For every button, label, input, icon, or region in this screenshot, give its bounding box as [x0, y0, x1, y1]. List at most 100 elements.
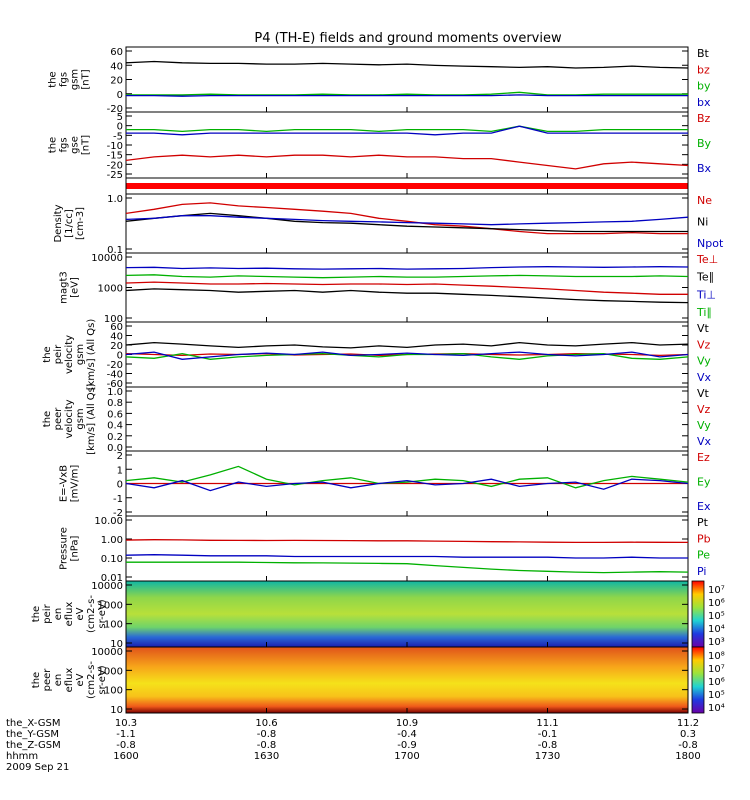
series-Bx [126, 125, 688, 136]
legend-Ni: Ni [697, 216, 708, 229]
colorbar-tick: 10⁴ [708, 624, 725, 635]
panel-9: 10000 1000 100 10thepeirenefluxeV(cm2-s-sr-… [31, 580, 689, 650]
x-tick-label: -0.8 [257, 740, 277, 751]
legend-Ex: Ex [697, 500, 711, 513]
x-tick-label: -0.9 [397, 740, 417, 751]
x-tick-label: 1730 [535, 751, 560, 762]
x-tick-label: -0.8 [257, 729, 277, 740]
series-By [126, 125, 688, 133]
y-tick-label: 0 [117, 90, 123, 101]
panel-8: 10.00 1.00 0.10 0.01 Pressure[nPa] Pt Pb Pe Pi [59, 515, 711, 584]
colorbar-tick: 10⁶ [708, 598, 725, 609]
y-tick-label: 2 [117, 451, 123, 462]
legend-Pe: Pe [697, 549, 710, 562]
x-axis-row-label: 2009 Sep 21 [6, 762, 69, 773]
y-tick-label: -60 [107, 379, 123, 390]
x-tick-label: 1800 [675, 751, 700, 762]
y-tick-label: 100 [104, 686, 123, 697]
y-axis-label: thepeervelocitygsm[km/s] (All Qs) [42, 383, 97, 455]
legend-Vz: Vz [697, 403, 711, 416]
panel-frame-0 [125, 46, 689, 113]
legend-Vt: Vt [697, 387, 710, 400]
y-tick-label: 0.6 [107, 409, 123, 420]
series-bx [126, 94, 688, 97]
x-tick-label: -0.1 [538, 729, 558, 740]
legend-Bx: Bx [697, 162, 712, 175]
x-tick-label: 1600 [113, 751, 138, 762]
x-axis-row-label: the_Z-GSM [6, 740, 61, 751]
y-axis-label: thepeerenefluxeV(cm2-s-sr-eV) [31, 661, 108, 699]
colorbar-1: 10⁸ 10⁷ 10⁶ 10⁵ 10⁴ [691, 646, 725, 714]
y-tick-label: -1 [113, 494, 123, 505]
legend-Npot: Npot [697, 237, 724, 250]
series-Ex [125, 478, 689, 492]
series-Bt [125, 60, 689, 69]
colorbar-tick: 10⁶ [708, 677, 725, 688]
legend-Ti⊥: Ti⊥ [696, 288, 716, 301]
x-tick-label: 10.6 [255, 718, 277, 729]
legend-Vx: Vx [697, 371, 712, 384]
x-tick-label: 1630 [254, 751, 279, 762]
x-tick-label: -0.8 [116, 740, 136, 751]
y-tick-label: 0.2 [107, 432, 123, 443]
colorbar-tick: 10⁷ [708, 664, 725, 675]
y-tick-label: -20 [107, 360, 123, 371]
y-tick-label: -20 [107, 160, 123, 171]
panel-frame-6 [125, 386, 689, 452]
y-tick-label: 0.4 [107, 421, 123, 432]
legend-Vz: Vz [697, 338, 711, 351]
panel-1: 50-5-10-15-20-25 thefgsgse[nT] Bz By Bx [48, 111, 712, 181]
y-tick-label: 60 [110, 47, 123, 58]
y-tick-label: 10000 [91, 581, 123, 592]
y-tick-label: 40 [110, 61, 123, 72]
y-tick-label: 1000 [98, 600, 123, 611]
x-tick-label: -1.1 [116, 729, 136, 740]
legend-Bz: Bz [697, 112, 711, 125]
panel-0: 60 40 20 0 -20 thefgsgsm[nT] Bt bz by bx [48, 46, 711, 115]
series-Ti⊥ [125, 266, 689, 270]
series-Ey [125, 465, 689, 489]
series-Pi [125, 554, 688, 559]
legend-Vx: Vx [697, 435, 712, 448]
y-tick-label: 0 [117, 122, 123, 133]
legend-bx: bx [697, 96, 711, 109]
legend-bz: bz [697, 63, 710, 76]
y-tick-label: 0.01 [101, 573, 123, 584]
y-tick-label: 0 [117, 351, 123, 362]
legend-Vt: Vt [697, 322, 710, 335]
x-tick-label: 10.9 [396, 718, 418, 729]
y-tick-label: 1000 [98, 666, 123, 677]
spectrogram-9 [126, 581, 688, 647]
panel-frame-4 [125, 252, 689, 323]
y-axis-label: thepeirenefluxeV(cm2-s-sr-eV) [31, 595, 108, 633]
x-axis: 10.3-1.1-0.8160010.6-0.8-0.8163010.9-0.4… [6, 107, 701, 773]
series-Te∥ [125, 288, 689, 304]
series-Ni [125, 212, 688, 233]
y-tick-label: 1.0 [107, 194, 123, 205]
y-tick-label: 20 [110, 76, 123, 87]
y-tick-label: 100 [104, 314, 123, 325]
series-Ne [125, 202, 688, 235]
y-tick-label: 1.0 [107, 387, 123, 398]
legend-Pt: Pt [697, 516, 709, 529]
y-tick-label: -40 [107, 370, 123, 381]
colorbar-tick: 10⁵ [708, 690, 725, 701]
legend-Ez: Ez [697, 451, 710, 464]
series-by [126, 91, 688, 96]
legend-By: By [697, 137, 712, 150]
y-tick-label: -20 [107, 104, 123, 115]
panel-frame-1 [125, 111, 689, 179]
y-tick-label: 0 [117, 480, 123, 491]
x-tick-label: 1700 [394, 751, 419, 762]
y-axis-label: magt3[eV] [59, 271, 81, 304]
y-axis-label: Density[1/cc][cm-3] [53, 204, 86, 242]
legend-Te⊥: Te⊥ [696, 253, 718, 266]
series-Vy [125, 352, 689, 360]
y-tick-label: 1 [117, 465, 123, 476]
flag-bar [126, 183, 688, 189]
legend-Pi: Pi [697, 565, 706, 578]
legend-Vy: Vy [697, 355, 711, 368]
y-tick-label: 1.00 [101, 535, 123, 546]
y-tick-label: 0.10 [101, 554, 123, 565]
y-tick-label: 40 [110, 332, 123, 343]
